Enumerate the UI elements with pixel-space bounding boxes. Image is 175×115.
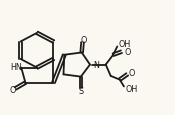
Text: O: O	[124, 48, 131, 57]
Text: HN: HN	[10, 62, 22, 71]
Text: O: O	[129, 68, 135, 77]
Text: OH: OH	[126, 85, 138, 93]
Text: N: N	[94, 60, 100, 69]
Text: O: O	[9, 85, 16, 94]
Text: O: O	[80, 36, 87, 45]
Text: OH: OH	[118, 40, 130, 49]
Text: S: S	[78, 87, 83, 96]
